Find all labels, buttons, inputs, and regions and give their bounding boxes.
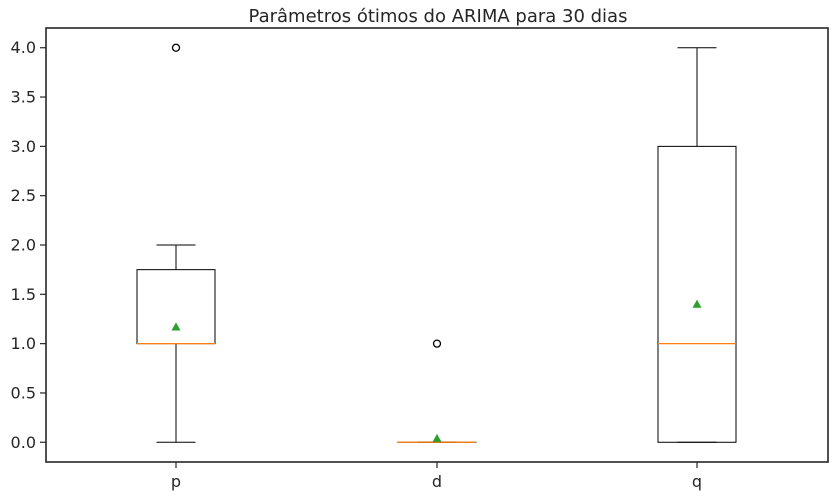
y-tick-label: 0.5 (11, 383, 36, 402)
mean-marker (432, 433, 442, 442)
y-tick-label: 0.0 (11, 433, 36, 452)
y-axis: 0.0 0.5 1.0 1.5 2.0 2.5 3.0 3.5 4.0 (11, 38, 46, 452)
x-tick-label: d (432, 472, 442, 491)
y-tick-label: 4.0 (11, 38, 36, 57)
chart-title: Parâmetros ótimos do ARIMA para 30 dias (249, 6, 628, 27)
y-tick-label: 3.0 (11, 137, 36, 156)
mean-marker (171, 322, 181, 331)
box-q (657, 47, 737, 443)
x-tick-label: q (692, 472, 702, 491)
y-tick-label: 1.5 (11, 285, 36, 304)
y-tick-label: 2.5 (11, 186, 36, 205)
outlier-point (432, 339, 442, 348)
y-tick-label: 2.0 (11, 236, 36, 255)
x-tick-label: p (171, 472, 181, 491)
box-d (397, 339, 477, 443)
mean-marker (692, 299, 702, 308)
boxes (136, 43, 737, 443)
y-tick-label: 3.5 (11, 88, 36, 107)
y-tick-label: 1.0 (11, 334, 36, 353)
outlier-point (171, 43, 181, 52)
iqr-box (657, 145, 737, 443)
box-p (136, 43, 216, 443)
iqr-box (136, 269, 216, 345)
